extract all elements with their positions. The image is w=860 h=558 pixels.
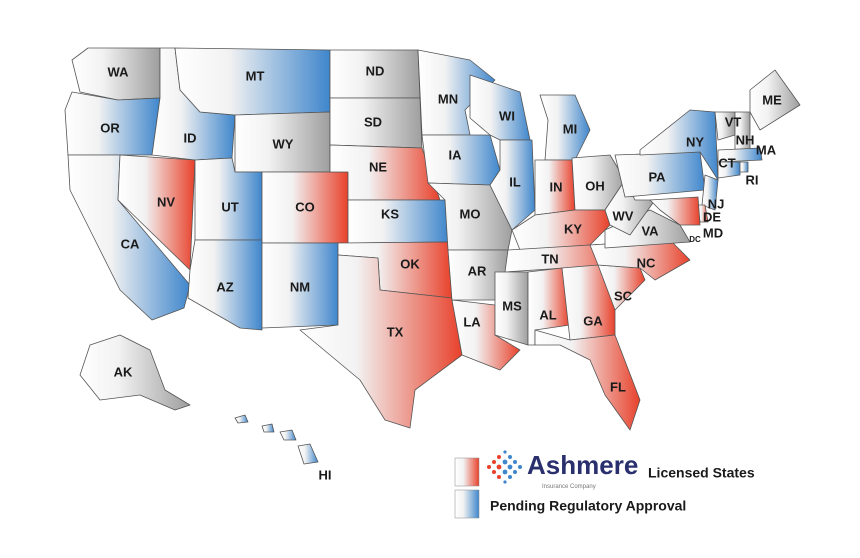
state xyxy=(279,429,297,441)
state-label: LA xyxy=(463,314,481,329)
state-label: NY xyxy=(686,134,704,149)
state-label: OR xyxy=(100,120,120,135)
state-label: OH xyxy=(585,178,605,193)
state xyxy=(749,69,801,131)
state-label: WY xyxy=(273,136,294,151)
state-label: ND xyxy=(366,63,385,78)
state-label: IA xyxy=(449,147,463,162)
state-label: WI xyxy=(499,108,515,123)
state-label: MS xyxy=(502,298,522,313)
state-label: AL xyxy=(539,307,556,322)
state xyxy=(187,239,263,331)
state-label: WA xyxy=(108,64,130,79)
state-label: MT xyxy=(246,68,265,83)
state-labels: WA OR CA NV ID MT WY UT CO AZ NM ND SD NE KS OK TX MN IA MO… xyxy=(100,63,782,482)
logo-tagline: Insurance Company xyxy=(542,484,596,490)
state-label: ID xyxy=(184,130,197,145)
state-label: DE xyxy=(703,209,721,224)
state xyxy=(717,147,763,163)
state-label: SC xyxy=(614,288,633,303)
state-label: NH xyxy=(736,132,755,147)
state-label: OK xyxy=(400,256,420,271)
state xyxy=(649,196,701,226)
state-label: GA xyxy=(583,313,603,328)
state xyxy=(234,414,249,424)
state-label: HI xyxy=(319,467,332,482)
state xyxy=(261,423,275,433)
state-label: ME xyxy=(762,92,782,107)
state xyxy=(717,161,741,179)
state-label: TX xyxy=(387,324,404,339)
state-label: CO xyxy=(295,199,315,214)
state-label: MN xyxy=(438,91,458,106)
state-label: NJ xyxy=(708,196,725,211)
states xyxy=(64,47,801,465)
state-label: FL xyxy=(610,379,626,394)
state-label: CT xyxy=(718,155,735,170)
state-label: VT xyxy=(725,114,742,129)
state-label: IL xyxy=(509,174,521,189)
state-label: VA xyxy=(641,223,659,238)
state-label: NM xyxy=(290,279,310,294)
state xyxy=(701,174,719,211)
state-label: NC xyxy=(637,255,656,270)
legend-label: Pending Regulatory Approval xyxy=(490,498,686,514)
state-label: PA xyxy=(648,169,666,184)
logo-icon xyxy=(487,455,502,479)
state-label: SD xyxy=(364,114,382,129)
state-label: CA xyxy=(121,236,140,251)
state xyxy=(739,161,749,173)
state-label: MD xyxy=(703,225,723,240)
state-label: UT xyxy=(221,199,238,214)
state-label: MO xyxy=(460,206,481,221)
legend-swatch xyxy=(454,457,480,487)
legend-label: Licensed States xyxy=(648,465,755,481)
state xyxy=(297,443,319,465)
state-label: MA xyxy=(756,142,777,157)
state-label: AR xyxy=(468,263,487,278)
state-label: AK xyxy=(114,364,133,379)
logo: Ashmere Insurance Company xyxy=(487,450,638,490)
state-label: KS xyxy=(381,206,399,221)
state-label: KY xyxy=(564,221,582,236)
state-label: RI xyxy=(746,172,759,187)
state-label: TN xyxy=(541,251,558,266)
state xyxy=(79,334,191,411)
state xyxy=(534,329,641,431)
state-label: AZ xyxy=(216,279,233,294)
state-label: WV xyxy=(613,208,634,223)
state-label: MI xyxy=(563,121,577,136)
legend-swatch xyxy=(454,489,480,519)
logo-name: Ashmere xyxy=(527,450,638,480)
state-label: NE xyxy=(369,159,387,174)
logo-icon xyxy=(502,450,522,484)
state-label: NV xyxy=(157,194,175,209)
legend: Ashmere Insurance Company Licensed State… xyxy=(454,450,755,519)
state-label: DC xyxy=(689,235,701,244)
state xyxy=(561,264,616,341)
state-label: IN xyxy=(550,179,563,194)
